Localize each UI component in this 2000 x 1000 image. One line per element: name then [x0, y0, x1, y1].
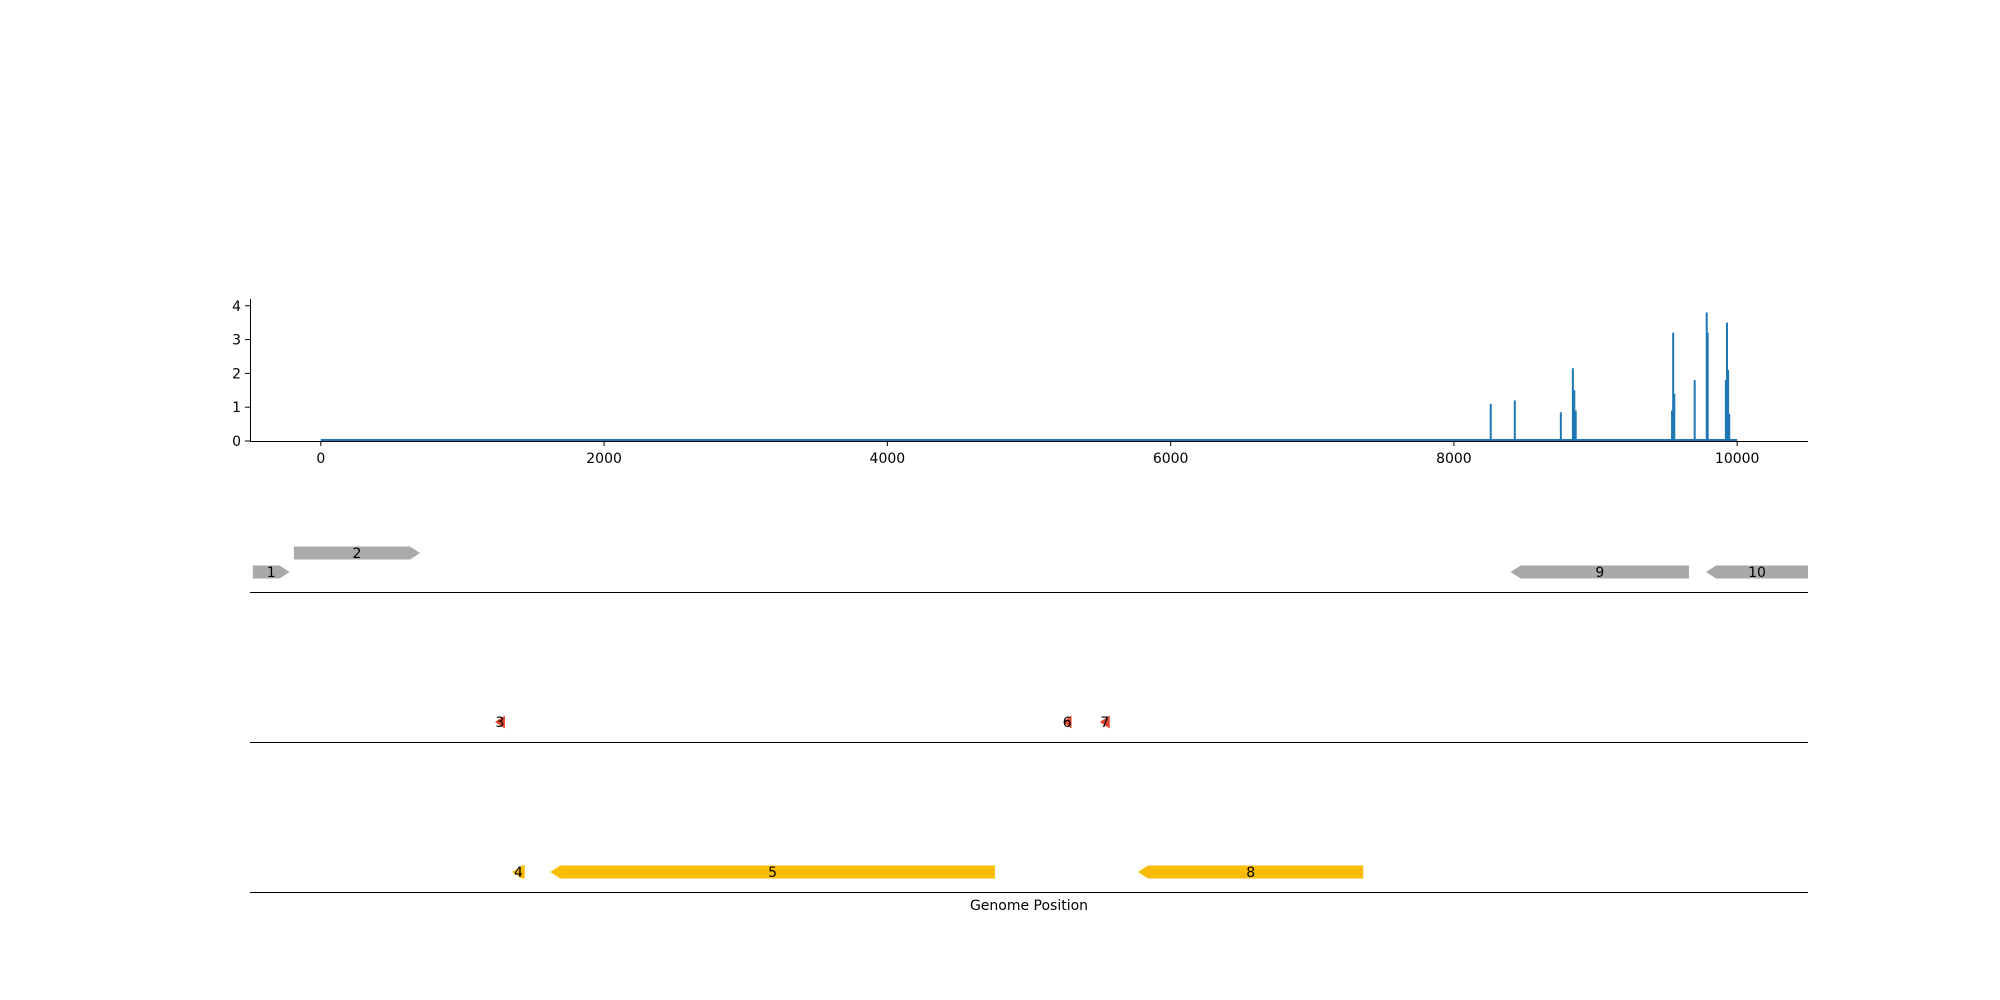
x-tick-label: 2000 — [586, 451, 622, 467]
y-tick-label: 1 — [232, 400, 241, 416]
gene-feature-arrow — [1062, 715, 1072, 729]
gene-feature-label: 6 — [1063, 715, 1072, 731]
y-tick-label: 3 — [232, 333, 241, 349]
y-tick-label: 0 — [232, 434, 241, 450]
gene-track-2: 3 6 7 — [250, 715, 1808, 743]
y-axis-ticks: 0 1 2 3 4 — [232, 299, 250, 450]
x-axis-ticks: 0 2000 4000 6000 8000 10000 — [316, 441, 1759, 467]
gene-feature-arrow — [512, 865, 525, 879]
gene-track-3: 4 5 8 — [250, 865, 1808, 893]
x-tick-label: 0 — [316, 451, 325, 467]
gene-feature-label: 4 — [514, 865, 523, 881]
x-tick-label: 4000 — [870, 451, 906, 467]
gene-track-1: 1 2 9 10 — [250, 546, 1808, 593]
y-tick-label: 4 — [232, 299, 241, 315]
gene-feature-label: 1 — [267, 565, 276, 581]
gene-feature-arrow — [1138, 865, 1364, 879]
y-tick-label: 2 — [232, 366, 241, 382]
coverage-series — [320, 312, 1738, 441]
gene-feature-label: 7 — [1100, 715, 1109, 731]
gene-feature-label: 5 — [768, 865, 777, 881]
gene-feature-label: 8 — [1246, 865, 1255, 881]
gene-feature-arrow — [1706, 565, 1808, 579]
gene-feature-arrow — [495, 715, 505, 729]
gene-feature-label: 10 — [1748, 565, 1766, 581]
gene-feature-arrow — [293, 546, 420, 560]
x-tick-label: 6000 — [1153, 451, 1189, 467]
coverage-plot: 0 1 2 3 4 0 2000 4000 6000 8000 10000 — [232, 299, 1808, 467]
gene-tracks: 1 2 9 10 3 6 7 4 5 8 — [250, 546, 1808, 893]
gene-feature-label: 9 — [1595, 565, 1604, 581]
gene-feature-label: 3 — [496, 715, 505, 731]
gene-feature-arrow — [1099, 715, 1110, 729]
x-tick-label: 10000 — [1715, 451, 1760, 467]
gene-feature-arrow — [1510, 565, 1690, 579]
gene-feature-arrow — [252, 565, 290, 579]
gene-feature-arrow — [550, 865, 996, 879]
gene-feature-label: 2 — [352, 546, 361, 562]
genome-position-label: Genome Position — [970, 898, 1088, 914]
x-tick-label: 8000 — [1436, 451, 1472, 467]
